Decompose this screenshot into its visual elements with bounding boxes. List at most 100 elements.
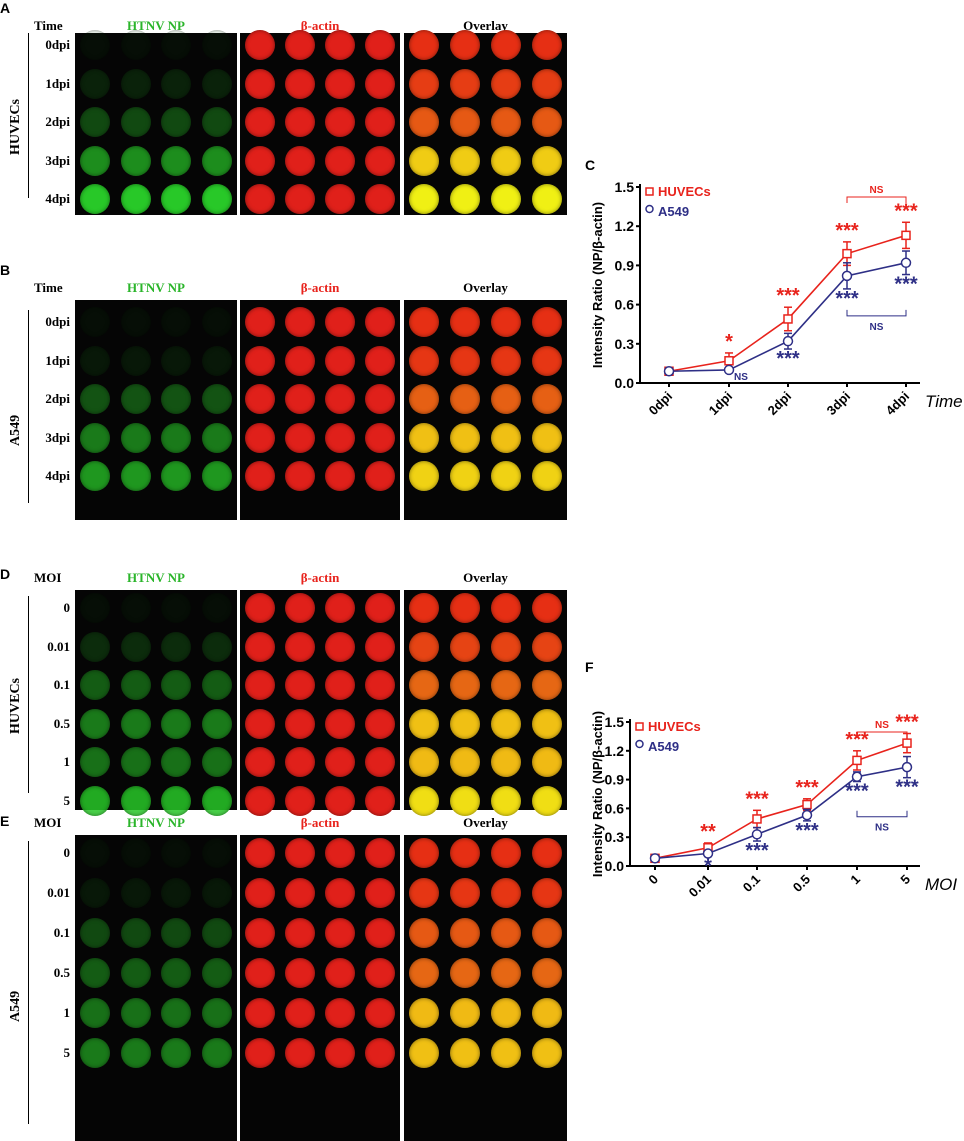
well-image xyxy=(120,747,151,777)
data-point-circle xyxy=(702,848,714,859)
well-image xyxy=(285,838,315,868)
image-panel xyxy=(75,835,237,1141)
row-label: 0 xyxy=(63,845,71,860)
data-point-square xyxy=(752,814,762,824)
x-axis-title: Time xyxy=(925,392,963,411)
well-image xyxy=(161,422,192,453)
well-image xyxy=(245,422,275,453)
row-label: 4dpi xyxy=(45,468,70,483)
well-image xyxy=(409,184,440,214)
divider-line xyxy=(28,596,29,793)
well-image xyxy=(365,998,395,1028)
well-image xyxy=(80,998,111,1028)
well-image xyxy=(325,918,355,948)
well-image xyxy=(531,631,562,662)
well-image xyxy=(245,107,275,137)
significance-mark: *** xyxy=(894,200,918,222)
data-point-square xyxy=(724,356,734,366)
legend-marker xyxy=(635,739,644,749)
well-image xyxy=(80,708,111,739)
channel-header: Overlay xyxy=(463,815,508,830)
well-image xyxy=(285,918,315,948)
well-image xyxy=(531,708,562,739)
well-image xyxy=(161,878,192,908)
well-image xyxy=(201,747,232,777)
well-image xyxy=(120,785,151,816)
well-image xyxy=(450,708,481,739)
well-image xyxy=(450,307,481,337)
well-image xyxy=(201,918,232,948)
legend-label: HUVECs xyxy=(648,719,701,734)
well-image xyxy=(285,345,315,376)
well-image xyxy=(365,670,395,700)
row-label: 3dpi xyxy=(45,152,70,168)
well-image xyxy=(531,838,562,868)
well-image xyxy=(201,422,232,453)
well-image xyxy=(245,878,275,908)
row-label: 0.01 xyxy=(47,638,70,654)
well-image xyxy=(120,670,151,700)
well-image xyxy=(325,461,355,491)
well-image xyxy=(201,30,232,60)
well-image xyxy=(409,747,440,777)
channel-header: Overlay xyxy=(463,18,508,33)
well-image xyxy=(120,631,151,662)
legend-marker xyxy=(645,187,654,196)
well-image xyxy=(450,184,481,214)
channel-header: Overlay xyxy=(463,570,508,585)
well-image xyxy=(80,145,111,176)
well-image xyxy=(201,145,232,176)
well-image xyxy=(285,593,315,623)
y-tick-label: 1.5 xyxy=(615,179,635,195)
well-image xyxy=(161,1038,192,1068)
well-image xyxy=(161,998,192,1028)
well-image xyxy=(409,958,440,988)
well-image xyxy=(201,878,232,908)
well-image xyxy=(80,422,111,453)
well-image xyxy=(365,838,395,868)
well-image xyxy=(450,785,481,816)
x-tick-label: 1 xyxy=(847,872,863,888)
well-image xyxy=(245,785,275,816)
channel-header: HTNV NP xyxy=(127,280,185,295)
well-image xyxy=(325,670,355,700)
well-image xyxy=(365,918,395,948)
data-point-square xyxy=(852,755,862,766)
well-image xyxy=(409,1038,440,1068)
well-image xyxy=(245,958,275,988)
well-image xyxy=(201,631,232,662)
row-label: 0.5 xyxy=(53,965,70,980)
well-image xyxy=(161,107,192,137)
well-image xyxy=(285,998,315,1028)
well-image xyxy=(245,1038,275,1068)
chart-letter: F xyxy=(585,659,594,675)
significance-mark: *** xyxy=(835,220,859,242)
well-image xyxy=(80,30,111,60)
significance-mark: ** xyxy=(700,821,716,843)
data-point-circle xyxy=(900,257,912,269)
well-image xyxy=(490,785,521,816)
well-image xyxy=(409,785,440,816)
well-image xyxy=(285,878,315,908)
well-image xyxy=(161,918,192,948)
well-image xyxy=(409,838,440,868)
x-tick-label: 2dpi xyxy=(765,389,795,419)
channel-header: HTNV NP xyxy=(127,18,185,33)
significance-bracket xyxy=(846,196,907,203)
y-tick-label: 0.0 xyxy=(615,375,635,391)
well-image xyxy=(245,593,275,623)
well-image xyxy=(450,145,481,176)
series-line xyxy=(654,742,908,860)
channel-header: HTNV NP xyxy=(127,570,185,585)
well-image xyxy=(161,384,192,414)
well-image xyxy=(120,307,151,337)
well-image xyxy=(531,785,562,816)
well-image xyxy=(80,918,111,948)
well-image xyxy=(531,593,562,623)
well-image xyxy=(490,307,521,337)
well-image xyxy=(409,30,440,60)
row-label: 2dpi xyxy=(45,114,70,129)
well-image xyxy=(531,958,562,988)
well-image xyxy=(365,345,395,376)
significance-mark: *** xyxy=(745,788,769,810)
